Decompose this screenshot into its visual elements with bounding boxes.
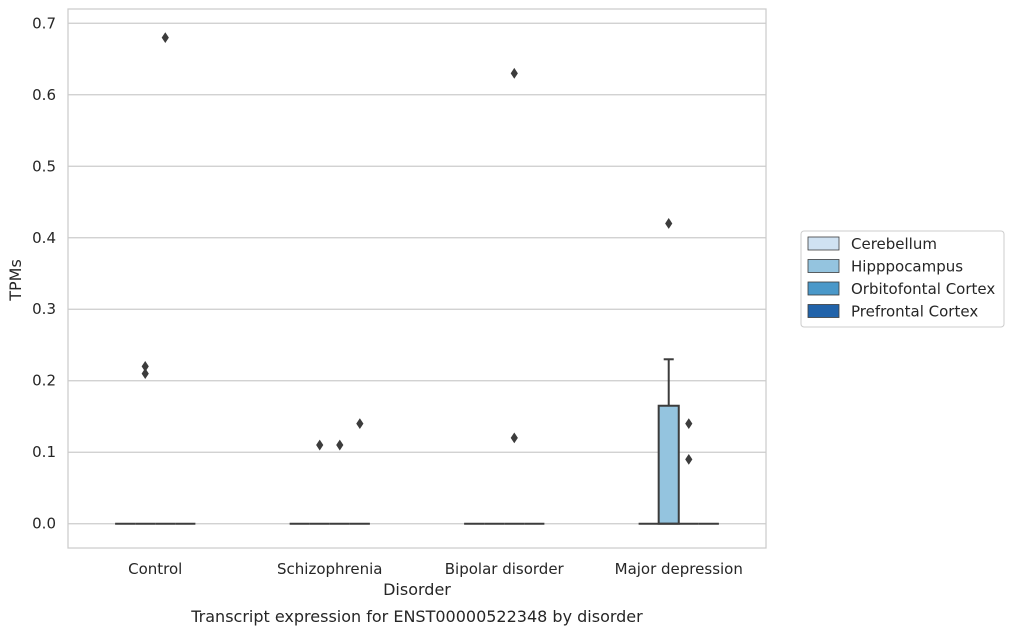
legend-label: Hipppocampus: [851, 258, 963, 276]
outlier-point: [161, 32, 169, 43]
boxes: [115, 32, 719, 525]
box-orbitofontal-cortex: [155, 32, 176, 525]
x-axis-title: Disorder: [383, 580, 451, 599]
y-tick-label: 0.5: [32, 157, 56, 175]
plot-frame: [67, 8, 767, 549]
y-tick-label: 0.7: [32, 14, 56, 32]
y-tick-label: 0.3: [32, 300, 56, 318]
box-orbitofontal-cortex: [329, 439, 350, 525]
y-tick-label: 0.4: [32, 229, 56, 247]
x-tick-label: Control: [128, 560, 182, 578]
legend-frame: [800, 230, 1005, 328]
outlier-point: [316, 439, 324, 451]
legend-label: Prefrontal Cortex: [851, 303, 978, 321]
outlier-point: [141, 361, 149, 372]
outlier-point: [510, 432, 518, 444]
box-prefrontal-cortex: [349, 418, 370, 525]
legend-label: Orbitofontal Cortex: [851, 280, 995, 298]
x-tick-label: Major depression: [615, 560, 743, 578]
y-tick-label: 0.0: [32, 515, 56, 533]
y-tick-label: 0.6: [32, 86, 56, 104]
x-tick-label: Bipolar disorder: [445, 560, 565, 578]
legend-label: Cerebellum: [851, 235, 937, 253]
plot-background: [68, 9, 766, 548]
outlier-point: [336, 439, 344, 451]
box-hipppocampus: [309, 439, 330, 525]
y-axis-title: TPMs: [6, 259, 25, 302]
y-tick-label: 0.2: [32, 372, 56, 390]
box-hipppocampus: [135, 361, 156, 525]
legend: Cerebellum Hipppocampus Orbitofontal Corte…: [800, 230, 1005, 328]
legend-swatch: [807, 236, 840, 251]
legend-swatch: [807, 281, 840, 296]
legend-entries: Cerebellum Hipppocampus Orbitofontal Corte…: [807, 235, 995, 321]
box-orbitofontal-cortex: [678, 418, 699, 525]
y-axis-ticks: 0.0 0.1 0.2 0.3 0.4 0.5 0.6 0.7: [32, 14, 56, 532]
outlier-point: [356, 418, 364, 430]
outlier-point: [685, 418, 693, 430]
legend-swatch: [807, 304, 840, 318]
outlier-point: [510, 67, 518, 79]
legend-swatch: [807, 259, 840, 273]
outlier-point: [665, 218, 673, 229]
chart-caption: Transcript expression for ENST0000052234…: [190, 607, 643, 626]
box-orbitofontal-cortex: [504, 67, 525, 525]
x-axis-ticks: Control Schizophrenia Bipolar disorder Majo…: [128, 560, 743, 578]
box-hipppocampus: [657, 218, 680, 525]
x-tick-label: Schizophrenia: [277, 560, 382, 578]
box-body: [657, 404, 680, 525]
outlier-point: [685, 453, 693, 465]
y-tick-label: 0.1: [32, 443, 56, 461]
outlier-point: [141, 368, 149, 379]
